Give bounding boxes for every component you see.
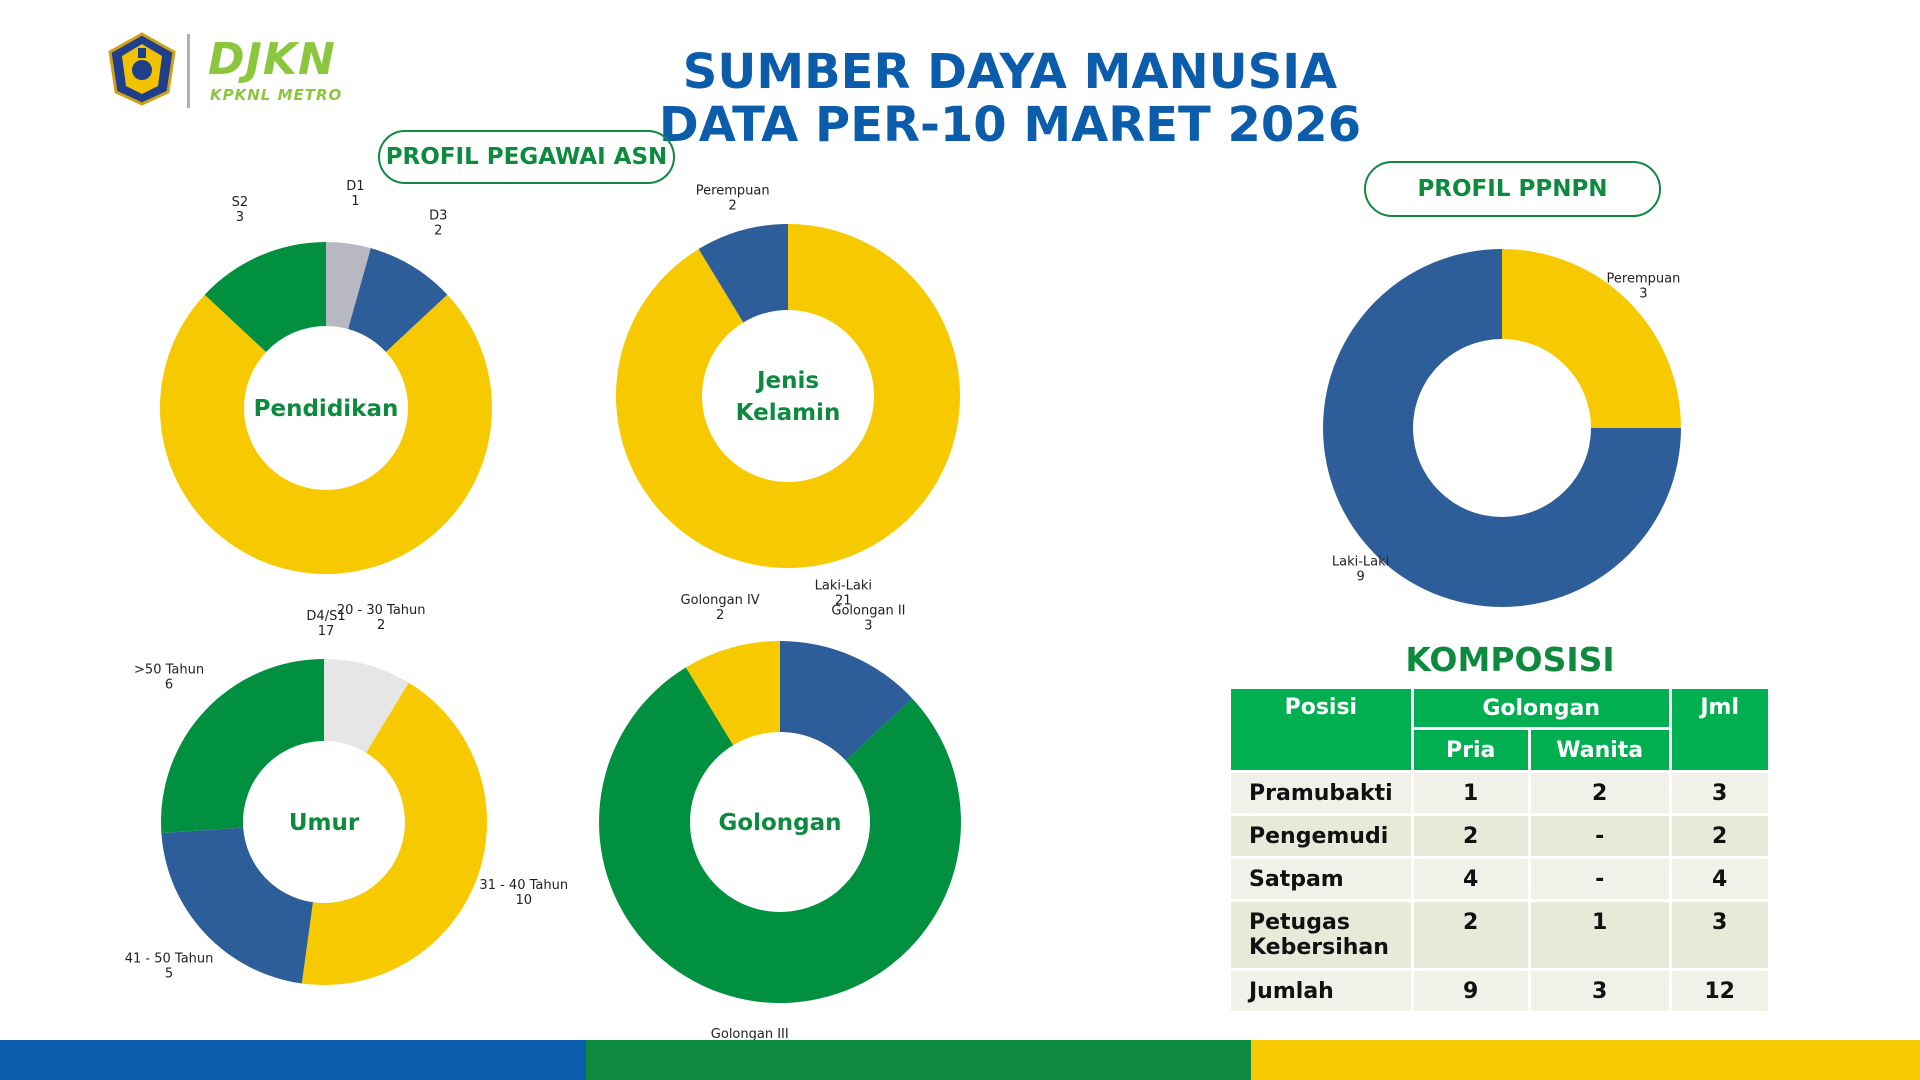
header-golongan: Golongan: [1413, 689, 1669, 727]
data-label: Perempuan 2: [696, 184, 770, 214]
table-row: Petugas Kebersihan 2 1 3: [1231, 902, 1768, 968]
row-jml: 3: [1671, 902, 1768, 968]
chart-title: Golongan: [718, 810, 841, 836]
row-jml: 2: [1671, 816, 1768, 856]
row-posisi: Jumlah: [1231, 971, 1411, 1011]
chart-title: Pendidikan: [254, 396, 399, 422]
table-row: Satpam 4 - 4: [1231, 859, 1768, 899]
chart-title: Jenis Kelamin: [736, 368, 841, 426]
slice-31-40-tahun: [301, 682, 487, 985]
slice-d1: [326, 242, 371, 330]
komposisi-title: KOMPOSISI: [1405, 640, 1615, 679]
row-wanita: -: [1530, 859, 1669, 899]
section-label-asn: PROFIL PEGAWAI ASN: [378, 130, 675, 184]
data-label: Golongan II 3: [831, 603, 905, 633]
data-label: Golongan IV 2: [681, 593, 760, 623]
table-header-row: Posisi Golongan Jml: [1231, 689, 1768, 770]
footer-bar-yellow: [1251, 1040, 1920, 1080]
row-jml: 12: [1671, 971, 1768, 1011]
slice-laki-laki: [1323, 249, 1681, 607]
row-posisi: Petugas Kebersihan: [1231, 902, 1411, 968]
slice-d3: [348, 248, 448, 353]
footer-bar-blue: [0, 1040, 586, 1080]
chart-golongan: Golongan II3 Golongan III18 Golongan IV2 Go…: [599, 593, 961, 1040]
chart-jenis-kelamin: Laki-Laki 21 Perempuan 2 Jenis Kelamin: [615, 184, 960, 608]
row-pria: 1: [1413, 773, 1528, 813]
row-pria: 9: [1413, 971, 1528, 1011]
chart-pendidikan: D1 1 D3 2 D4/S1 17 S2 3 Pendidikan: [159, 179, 492, 639]
data-label: D4/S1 17: [306, 609, 345, 639]
data-label: 31 - 40 Tahun 10: [479, 878, 568, 908]
row-wanita: 1: [1530, 902, 1669, 968]
slice-perempuan: [698, 224, 788, 323]
footer-bar-green: [586, 1040, 1251, 1080]
data-label: Laki-Laki 9: [1332, 554, 1389, 584]
row-jml: 3: [1671, 773, 1768, 813]
row-pria: 4: [1413, 859, 1528, 899]
table-row-total: Jumlah 9 3 12: [1231, 971, 1768, 1011]
data-label: D3 2: [429, 208, 447, 238]
table-subheader-row: Pria Wanita: [1231, 730, 1768, 770]
table-row: Pramubakti 1 2 3: [1231, 773, 1768, 813]
section-label-ppnpn: PROFIL PPNPN: [1364, 161, 1661, 217]
data-label: 20 - 30 Tahun 2: [337, 603, 426, 633]
slice-golongan-iii: [599, 667, 961, 1003]
row-posisi: Pramubakti: [1231, 773, 1411, 813]
kemenkeu-emblem-icon: [108, 32, 176, 106]
slice-golongan-iv: [685, 641, 780, 746]
slice-20-30-tahun: [324, 659, 409, 753]
slice-50-tahun: [161, 659, 324, 834]
row-wanita: 2: [1530, 773, 1669, 813]
slice-d4-s1: [159, 294, 492, 574]
row-pria: 2: [1413, 902, 1528, 968]
slice-s2: [204, 242, 326, 353]
slice-laki-laki: [615, 224, 960, 569]
donut-charts: D1 1 D3 2 D4/S1 17 S2 3 Pendidikan Laki-Laki 21 Pe…: [125, 179, 1681, 1040]
data-label: Perempuan 3: [1607, 272, 1681, 302]
data-label: >50 Tahun 6: [134, 662, 204, 692]
row-posisi: Satpam: [1231, 859, 1411, 899]
row-wanita: 3: [1530, 971, 1669, 1011]
slice-perempuan: [1502, 249, 1681, 428]
data-label: D1 1: [346, 179, 364, 209]
header-pria: Pria: [1413, 730, 1528, 770]
chart-umur: 20 - 30 Tahun 2 31 - 40 Tahun 10 41 - 50 Tah…: [125, 603, 568, 985]
row-jml: 4: [1671, 859, 1768, 899]
slice-golongan-ii: [780, 641, 913, 761]
table-row: Pengemudi 2 - 2: [1231, 816, 1768, 856]
header-wanita: Wanita: [1530, 730, 1669, 770]
data-label: Laki-Laki 21: [815, 578, 872, 608]
data-label: Golongan III18: [711, 1027, 789, 1040]
row-posisi: Pengemudi: [1231, 816, 1411, 856]
chart-title: Umur: [289, 810, 360, 836]
data-label: 41 - 50 Tahun 5: [125, 952, 214, 982]
chart-ppnpn-jenis-kelamin: Perempuan 3 Laki-Laki 9: [1323, 249, 1681, 607]
data-label: S2 3: [232, 195, 249, 225]
brand-subtitle: KPKNL METRO: [210, 86, 343, 104]
page-subtitle: DATA PER-10 MARET 2026: [658, 97, 1362, 153]
slice-41-50-tahun: [161, 827, 313, 984]
brand-name: DJKN: [208, 34, 336, 85]
row-pria: 2: [1413, 816, 1528, 856]
djkn-logo: [104, 30, 354, 110]
header-posisi: Posisi: [1231, 689, 1411, 770]
logo-divider: [187, 34, 190, 108]
page-title: SUMBER DAYA MANUSIA: [682, 44, 1338, 100]
komposisi-table: Posisi Golongan Jml Pria Wanita Pramubak…: [1228, 686, 1771, 1014]
header-jml: Jml: [1671, 689, 1768, 770]
row-wanita: -: [1530, 816, 1669, 856]
